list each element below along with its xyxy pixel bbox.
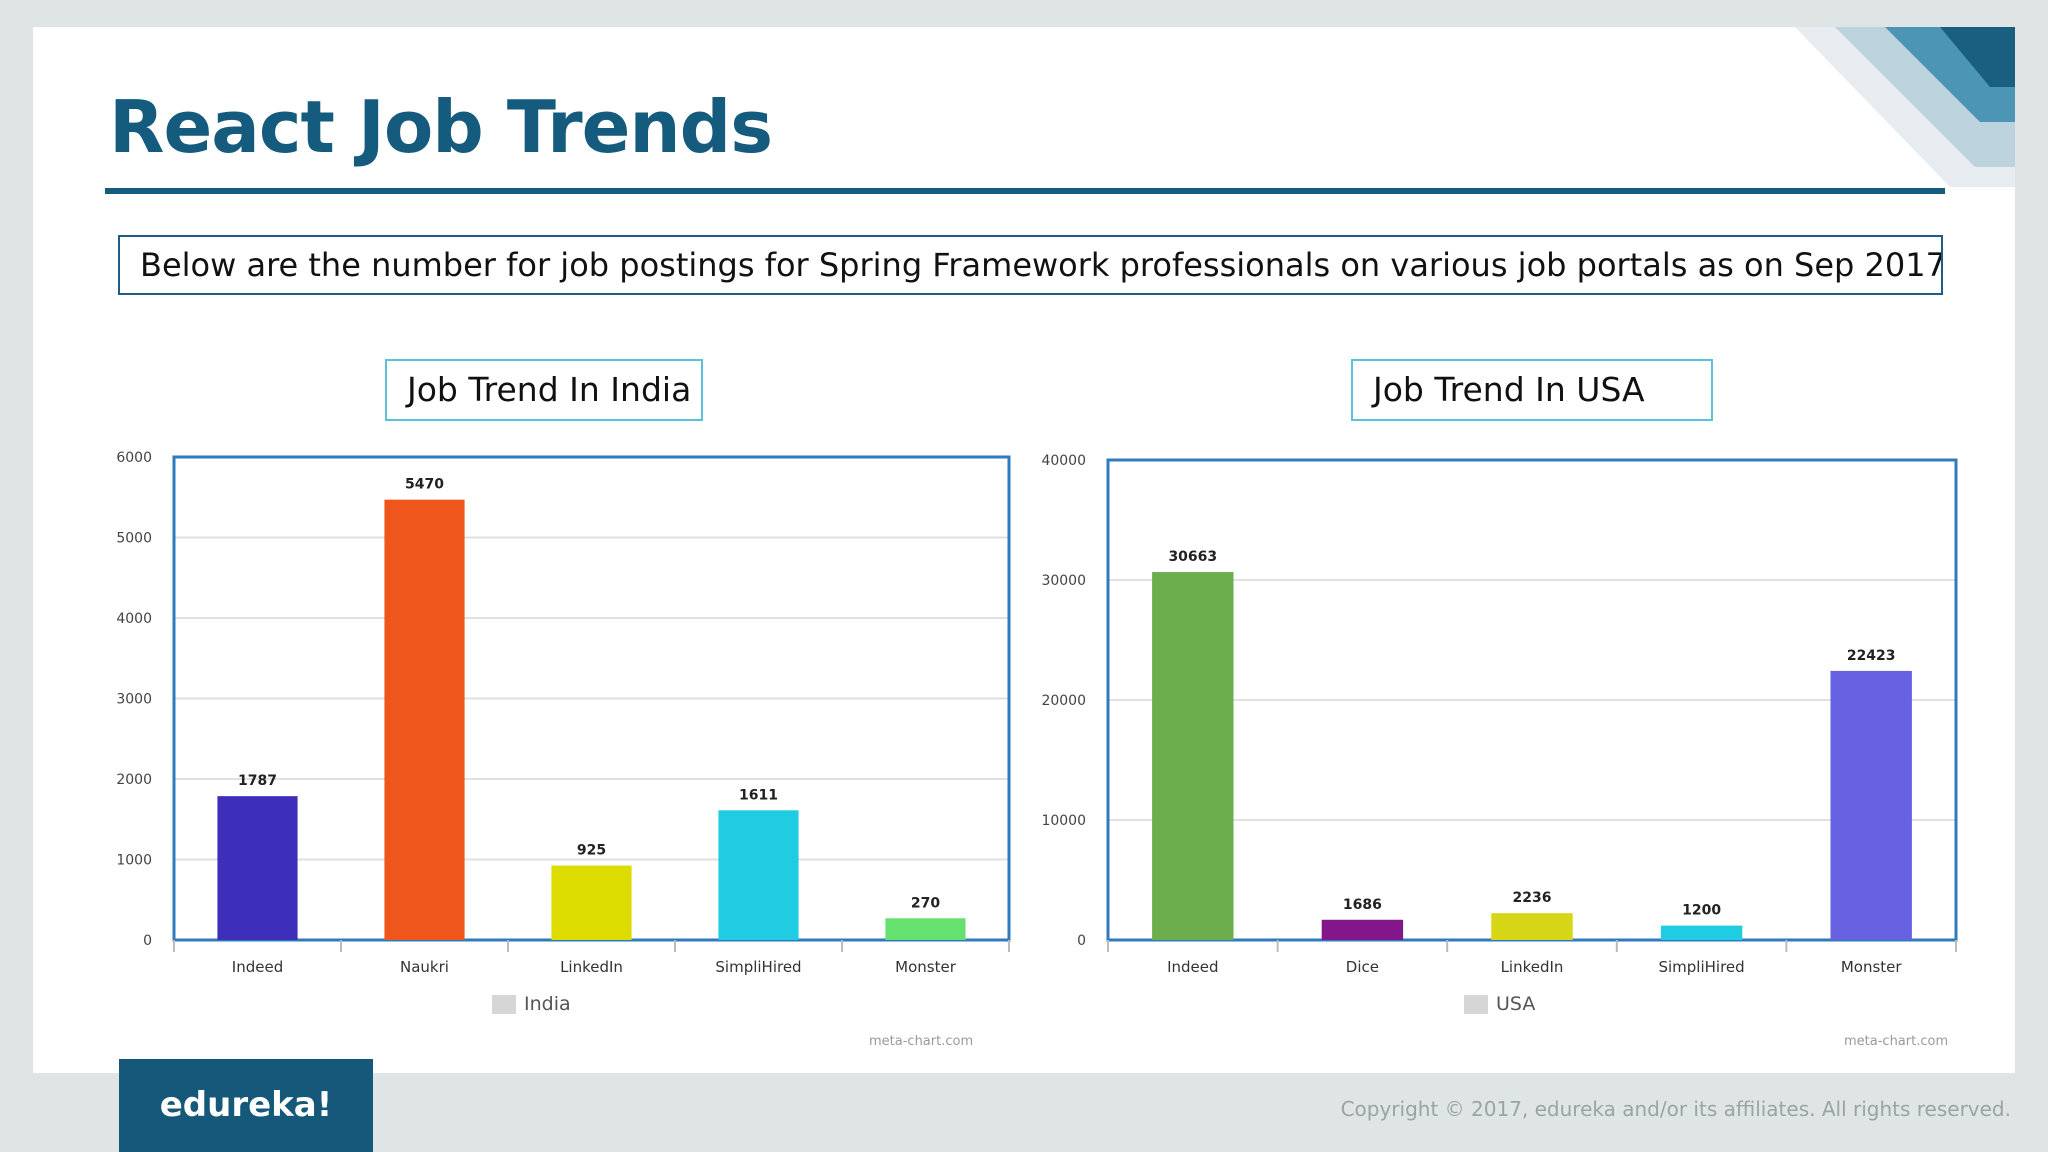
x-tick-label: Monster	[895, 958, 957, 976]
x-tick-label: SimpliHired	[1658, 958, 1744, 976]
y-tick-label: 5000	[116, 531, 152, 547]
bar-india-indeed	[217, 796, 298, 940]
bar-india-linkedin	[551, 865, 632, 940]
bar-usa-dice	[1321, 919, 1404, 940]
x-tick-label: SimpliHired	[715, 958, 801, 976]
data-label: 270	[911, 895, 940, 911]
slide: React Job Trends Below are the number fo…	[33, 27, 2015, 1073]
x-tick-label: Indeed	[1167, 958, 1218, 976]
data-label: 5470	[405, 477, 444, 493]
copyright-text: Copyright © 2017, edureka and/or its aff…	[1340, 1097, 2011, 1121]
y-tick-label: 0	[1077, 933, 1086, 949]
data-label: 30663	[1168, 549, 1217, 565]
y-tick-label: 30000	[1041, 573, 1086, 589]
x-tick-label: LinkedIn	[560, 958, 623, 976]
legend-label-usa: USA	[1496, 993, 1536, 1015]
chart-title-usa: Job Trend In USA	[1351, 359, 1713, 421]
y-tick-label: 20000	[1041, 693, 1086, 709]
legend-swatch-india	[492, 994, 516, 1014]
y-tick-label: 4000	[116, 611, 152, 627]
legend-india: India	[492, 993, 571, 1015]
data-label: 925	[577, 843, 606, 859]
y-tick-label: 10000	[1041, 813, 1086, 829]
bar-usa-linkedin	[1491, 913, 1573, 940]
page-title: React Job Trends	[109, 85, 773, 169]
data-label: 1787	[238, 773, 277, 789]
x-tick-label: Naukri	[400, 958, 449, 976]
x-tick-label: Monster	[1841, 958, 1903, 976]
corner-decoration	[1795, 27, 2015, 187]
title-underline	[105, 188, 1945, 194]
credit-usa: meta-chart.com	[1844, 1034, 1949, 1049]
y-tick-label: 40000	[1041, 453, 1086, 469]
chart-india: 0 1000 2000 3000 4000 5000 6000 1787 Indeed 5470 N…	[116, 450, 1011, 976]
data-label: 2236	[1513, 890, 1552, 906]
data-label: 22423	[1847, 648, 1896, 664]
y-tick-label: 3000	[116, 692, 152, 708]
bar-usa-indeed	[1152, 572, 1234, 940]
bar-usa-monster	[1830, 670, 1912, 940]
legend-usa: USA	[1464, 993, 1535, 1015]
y-tick-label: 0	[143, 933, 152, 949]
bar-usa-simplihired	[1660, 925, 1743, 940]
x-tick-label: Dice	[1346, 958, 1379, 976]
x-tick-label: LinkedIn	[1501, 958, 1564, 976]
chart-title-india: Job Trend In India	[385, 359, 703, 421]
y-tick-label: 6000	[116, 450, 152, 466]
bar-india-monster	[885, 918, 966, 940]
y-tick-label: 2000	[116, 772, 152, 788]
chart-usa: 0 10000 20000 30000 40000 30663 Indeed 1686 Dice…	[1041, 453, 1958, 976]
data-label: 1200	[1682, 903, 1721, 919]
data-label: 1686	[1343, 897, 1382, 913]
legend-swatch-usa	[1464, 994, 1488, 1014]
x-tick-label: Indeed	[232, 958, 283, 976]
bar-india-simplihired	[718, 810, 799, 940]
data-label: 1611	[739, 787, 778, 803]
edureka-logo: edureka!	[119, 1059, 373, 1152]
y-tick-label: 1000	[116, 853, 152, 869]
legend-label-india: India	[524, 993, 571, 1015]
description-box: Below are the number for job postings fo…	[118, 235, 1943, 295]
bar-india-naukri	[384, 499, 465, 940]
credit-india: meta-chart.com	[869, 1034, 974, 1049]
